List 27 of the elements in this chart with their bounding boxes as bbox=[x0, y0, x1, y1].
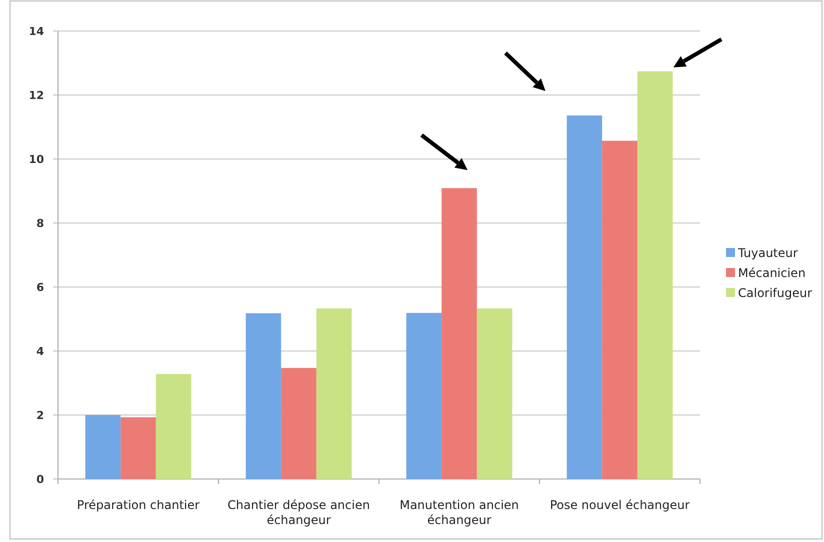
x-tick-label: Chantier dépose ancien échangeur bbox=[228, 498, 370, 527]
legend-label: Calorifugeur bbox=[738, 286, 812, 300]
legend-label: Mécanicien bbox=[738, 266, 806, 280]
bar bbox=[406, 312, 442, 479]
bar bbox=[281, 368, 316, 479]
bar bbox=[566, 115, 602, 479]
bar bbox=[442, 188, 477, 479]
y-tick-label: 6 bbox=[36, 280, 44, 294]
x-tick-label: Manutention ancien échangeur bbox=[400, 498, 519, 527]
x-tick-label: Pose nouvel échangeur bbox=[550, 498, 690, 512]
y-tick-label: 4 bbox=[36, 344, 44, 358]
bar bbox=[156, 374, 192, 479]
y-tick-label: 14 bbox=[28, 24, 44, 38]
y-tick-label: 8 bbox=[36, 216, 44, 230]
bar bbox=[316, 308, 352, 479]
y-tick-label: 0 bbox=[36, 472, 44, 486]
bar bbox=[120, 417, 156, 479]
bar bbox=[602, 140, 638, 479]
legend-label: Tuyauteur bbox=[737, 246, 798, 260]
x-tick-label: Préparation chantier bbox=[76, 498, 200, 512]
y-tick-label: 2 bbox=[36, 408, 44, 422]
bar bbox=[637, 71, 673, 479]
bar bbox=[85, 415, 121, 479]
bar bbox=[476, 308, 512, 479]
y-tick-label: 10 bbox=[28, 152, 44, 166]
bar bbox=[246, 313, 282, 479]
y-tick-label: 12 bbox=[28, 88, 44, 102]
